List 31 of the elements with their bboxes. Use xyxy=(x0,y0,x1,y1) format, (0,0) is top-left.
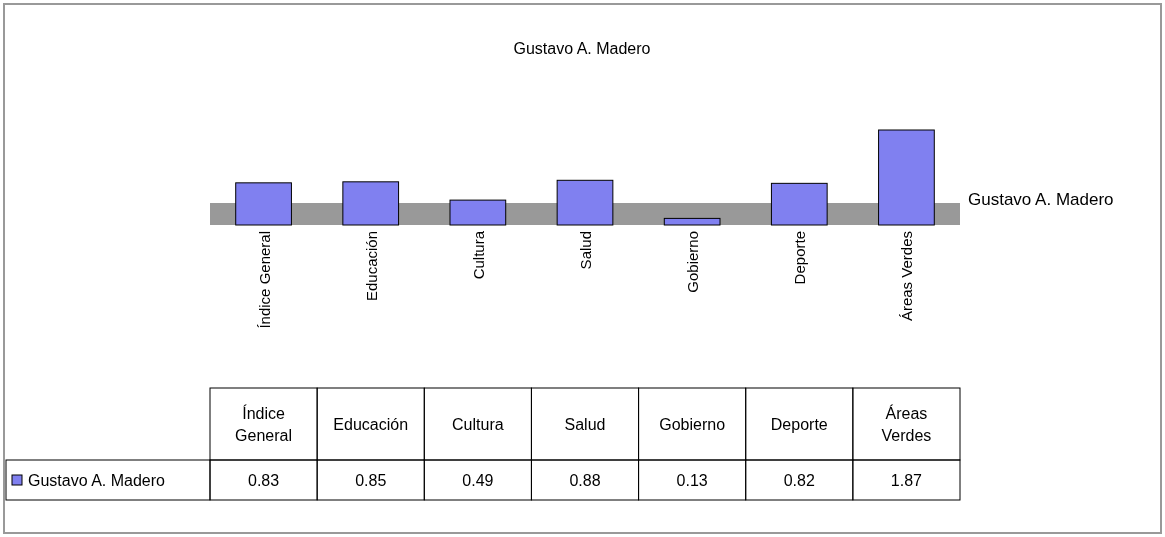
x-tick-label: Salud xyxy=(577,231,594,270)
category-label: Gobierno xyxy=(659,416,726,433)
category-label: Índice General xyxy=(235,405,293,444)
text: Gustavo A. Madero xyxy=(968,190,1114,209)
x-tick-label: Cultura xyxy=(469,230,487,280)
data-label: 0.82 xyxy=(783,472,815,489)
data-label: 0.85 xyxy=(355,472,387,489)
legend-label: Gustavo A. Madero xyxy=(28,472,166,489)
category-label: Áreas Verdes xyxy=(881,405,932,444)
x-tick-label: Educación xyxy=(362,231,380,302)
data-label: 0.88 xyxy=(569,472,601,489)
x-tick-label: Áreas Verdes xyxy=(898,231,916,322)
category-label: Educación xyxy=(333,416,409,433)
bar xyxy=(556,179,614,226)
bar xyxy=(663,217,721,226)
bar xyxy=(235,182,292,226)
bar xyxy=(449,199,507,226)
x-tick-label: Deporte xyxy=(791,231,809,285)
x-tick-label: Índice General xyxy=(255,231,273,329)
category-label: Salud xyxy=(564,416,606,433)
x-tick-label: Gobierno xyxy=(684,231,702,293)
bar xyxy=(770,182,828,226)
bar xyxy=(878,129,935,226)
category-label: Deporte xyxy=(770,416,828,433)
chart-title: Gustavo A. Madero xyxy=(513,40,651,57)
data-label: 0.83 xyxy=(248,472,280,489)
data-label: 0.13 xyxy=(676,472,708,489)
bar xyxy=(342,181,400,226)
category-label: Cultura xyxy=(452,416,504,433)
data-label: 1.87 xyxy=(890,472,923,489)
data-label: 0.49 xyxy=(462,472,494,489)
